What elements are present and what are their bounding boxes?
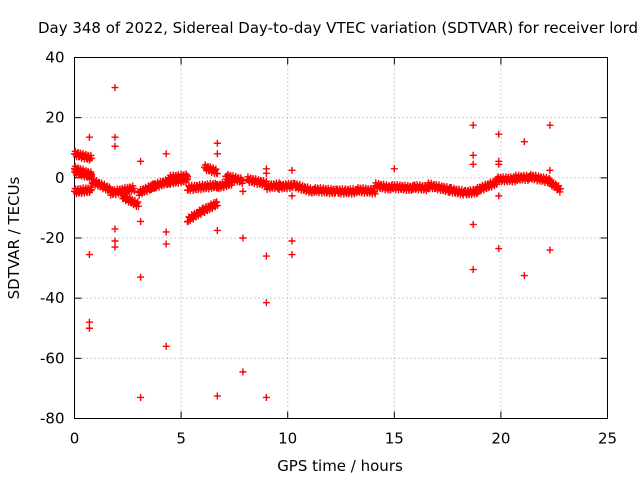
outlier-point bbox=[520, 138, 528, 146]
outlier-point bbox=[239, 368, 247, 376]
y-axis-label: SDTVAR / TECUs bbox=[5, 176, 23, 299]
outlier-point bbox=[469, 266, 477, 274]
plot-frame bbox=[74, 57, 608, 419]
outlier-point bbox=[213, 150, 221, 158]
outlier-point bbox=[85, 251, 93, 259]
outlier-point bbox=[111, 243, 119, 251]
data-point bbox=[134, 198, 142, 206]
outlier-point bbox=[262, 299, 270, 307]
y-tick-labels: 40 20 0 -20 -40 -60 -80 bbox=[40, 49, 65, 428]
outlier-point bbox=[111, 237, 119, 245]
outlier-point bbox=[546, 246, 554, 254]
data-point bbox=[213, 170, 221, 178]
outlier-point bbox=[288, 166, 296, 174]
outlier-point bbox=[495, 245, 503, 253]
outlier-point bbox=[469, 220, 477, 228]
outlier-point bbox=[546, 121, 554, 129]
outlier-point bbox=[546, 166, 554, 174]
x-tick-label: 15 bbox=[385, 430, 404, 448]
outlier-point bbox=[288, 237, 296, 245]
outlier-point bbox=[288, 251, 296, 259]
outlier-point bbox=[390, 165, 398, 173]
outlier-point bbox=[520, 272, 528, 280]
outlier-point bbox=[213, 139, 221, 147]
y-tick-label: -60 bbox=[40, 349, 65, 367]
x-axis-label: GPS time / hours bbox=[277, 457, 403, 475]
x-tick-label: 10 bbox=[278, 430, 297, 448]
data-point bbox=[211, 166, 219, 174]
outlier-point bbox=[111, 133, 119, 141]
data-point bbox=[86, 187, 94, 195]
outlier-point bbox=[85, 133, 93, 141]
outlier-point bbox=[495, 160, 503, 168]
outlier-point bbox=[262, 393, 270, 401]
data-point bbox=[105, 183, 113, 191]
data-point bbox=[371, 190, 379, 198]
outlier-point bbox=[495, 192, 503, 200]
data-point bbox=[88, 154, 96, 162]
data-point bbox=[545, 175, 553, 183]
y-tick-label: -80 bbox=[40, 410, 65, 428]
outlier-point bbox=[111, 84, 119, 92]
data-point bbox=[134, 202, 142, 210]
x-tick-labels: 0 5 10 15 20 25 bbox=[70, 430, 617, 448]
outlier-point bbox=[262, 169, 270, 177]
data-point bbox=[183, 173, 191, 181]
grid-lines bbox=[74, 57, 608, 419]
data-point bbox=[130, 187, 138, 195]
outlier-point bbox=[262, 252, 270, 260]
outlier-point bbox=[469, 160, 477, 168]
axis-ticks bbox=[74, 57, 608, 419]
outlier-point bbox=[213, 392, 221, 400]
outlier-point bbox=[239, 187, 247, 195]
data-point bbox=[212, 165, 220, 173]
outlier-point bbox=[162, 342, 170, 350]
y-tick-label: 20 bbox=[45, 109, 64, 127]
outlier-point bbox=[469, 151, 477, 159]
x-tick-label: 20 bbox=[491, 430, 510, 448]
outlier-point bbox=[213, 226, 221, 234]
y-tick-label: -20 bbox=[40, 229, 65, 247]
outlier-point bbox=[162, 150, 170, 158]
outlier-point bbox=[137, 217, 145, 225]
x-tick-label: 25 bbox=[598, 430, 617, 448]
outlier-point bbox=[137, 273, 145, 281]
outlier-point bbox=[111, 142, 119, 150]
outlier-point bbox=[239, 234, 247, 242]
data-point bbox=[275, 179, 283, 187]
y-tick-label: 0 bbox=[55, 169, 65, 187]
outlier-point bbox=[85, 318, 93, 326]
outlier-point bbox=[111, 225, 119, 233]
data-point bbox=[213, 198, 221, 206]
x-tick-label: 5 bbox=[176, 430, 186, 448]
outlier-point bbox=[469, 121, 477, 129]
data-point bbox=[183, 176, 191, 184]
x-tick-label: 0 bbox=[70, 430, 80, 448]
outlier-point bbox=[137, 157, 145, 165]
outlier-point bbox=[162, 228, 170, 236]
y-tick-label: -40 bbox=[40, 289, 65, 307]
chart-title: Day 348 of 2022, Sidereal Day-to-day VTE… bbox=[38, 19, 638, 37]
outlier-point bbox=[162, 240, 170, 248]
outlier-point bbox=[85, 324, 93, 332]
outlier-point bbox=[137, 393, 145, 401]
data-point bbox=[524, 176, 532, 184]
y-tick-label: 40 bbox=[45, 49, 64, 67]
data-point bbox=[88, 186, 96, 194]
data-point bbox=[213, 202, 221, 210]
data-points bbox=[71, 84, 565, 401]
data-point bbox=[557, 185, 565, 193]
data-point bbox=[556, 188, 564, 196]
outlier-point bbox=[288, 192, 296, 200]
outlier-point bbox=[495, 130, 503, 138]
